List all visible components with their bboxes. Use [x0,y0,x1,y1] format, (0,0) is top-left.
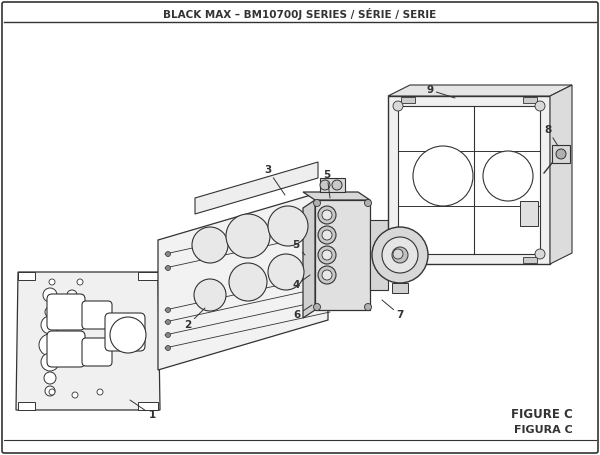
Circle shape [226,214,270,258]
Polygon shape [303,200,315,318]
Circle shape [413,146,473,206]
Circle shape [166,333,170,338]
Polygon shape [16,272,160,410]
Circle shape [314,303,320,310]
Polygon shape [138,272,158,280]
Circle shape [268,254,304,290]
FancyBboxPatch shape [82,338,112,366]
Text: 9: 9 [427,85,455,98]
Circle shape [192,227,228,263]
Circle shape [43,288,57,302]
Circle shape [166,345,170,350]
Polygon shape [303,192,370,200]
Circle shape [365,303,371,310]
Polygon shape [18,402,35,410]
Text: 1: 1 [130,400,155,420]
Circle shape [166,308,170,313]
Circle shape [393,249,403,259]
Circle shape [382,237,418,273]
Circle shape [41,353,59,371]
Circle shape [268,206,308,246]
Circle shape [72,392,78,398]
Polygon shape [392,225,408,235]
Circle shape [39,334,61,356]
FancyBboxPatch shape [47,331,85,367]
Circle shape [318,206,336,224]
Circle shape [229,263,267,301]
Circle shape [49,279,55,285]
FancyBboxPatch shape [105,313,145,351]
Polygon shape [158,190,328,370]
Text: 8: 8 [544,125,558,146]
Text: 6: 6 [293,305,312,320]
Circle shape [194,279,226,311]
Text: 2: 2 [184,308,205,330]
Circle shape [556,149,566,159]
Circle shape [322,230,332,240]
Text: 4: 4 [292,275,310,290]
Polygon shape [401,97,415,103]
Circle shape [45,307,55,317]
Circle shape [68,309,76,317]
Polygon shape [320,178,345,192]
Text: FIGURA C: FIGURA C [514,425,573,435]
Circle shape [535,249,545,259]
Circle shape [44,372,56,384]
Polygon shape [552,145,570,163]
Circle shape [41,316,59,334]
Circle shape [320,180,330,190]
Polygon shape [520,201,538,226]
Polygon shape [388,96,550,264]
Circle shape [166,266,170,271]
Polygon shape [392,283,408,293]
Circle shape [77,279,83,285]
Text: 5: 5 [292,240,305,255]
Circle shape [535,101,545,111]
Circle shape [314,199,320,207]
Circle shape [110,317,146,353]
Polygon shape [370,220,388,290]
Polygon shape [401,257,415,263]
Circle shape [318,246,336,264]
Polygon shape [18,272,35,280]
Circle shape [45,386,55,396]
Circle shape [372,227,428,283]
Circle shape [49,389,55,395]
Circle shape [322,210,332,220]
Polygon shape [315,200,370,310]
Polygon shape [523,97,537,103]
Circle shape [393,101,403,111]
Text: FIGURE C: FIGURE C [511,409,573,421]
Polygon shape [398,106,540,254]
FancyBboxPatch shape [47,294,85,330]
Polygon shape [138,402,158,410]
Circle shape [365,199,371,207]
Text: 3: 3 [265,165,285,195]
Circle shape [318,226,336,244]
Text: 7: 7 [382,300,404,320]
Circle shape [322,270,332,280]
Circle shape [392,247,408,263]
Circle shape [322,250,332,260]
Circle shape [166,319,170,324]
Polygon shape [523,257,537,263]
Circle shape [67,290,77,300]
Text: BLACK MAX – BM10700J SERIES / SÉRIE / SERIE: BLACK MAX – BM10700J SERIES / SÉRIE / SE… [163,8,437,20]
Circle shape [318,266,336,284]
Circle shape [97,389,103,395]
Text: 5: 5 [323,170,331,198]
Circle shape [483,151,533,201]
Polygon shape [388,85,572,96]
Polygon shape [550,85,572,264]
FancyBboxPatch shape [82,301,112,329]
Polygon shape [195,162,318,214]
Circle shape [166,252,170,257]
Circle shape [332,180,342,190]
